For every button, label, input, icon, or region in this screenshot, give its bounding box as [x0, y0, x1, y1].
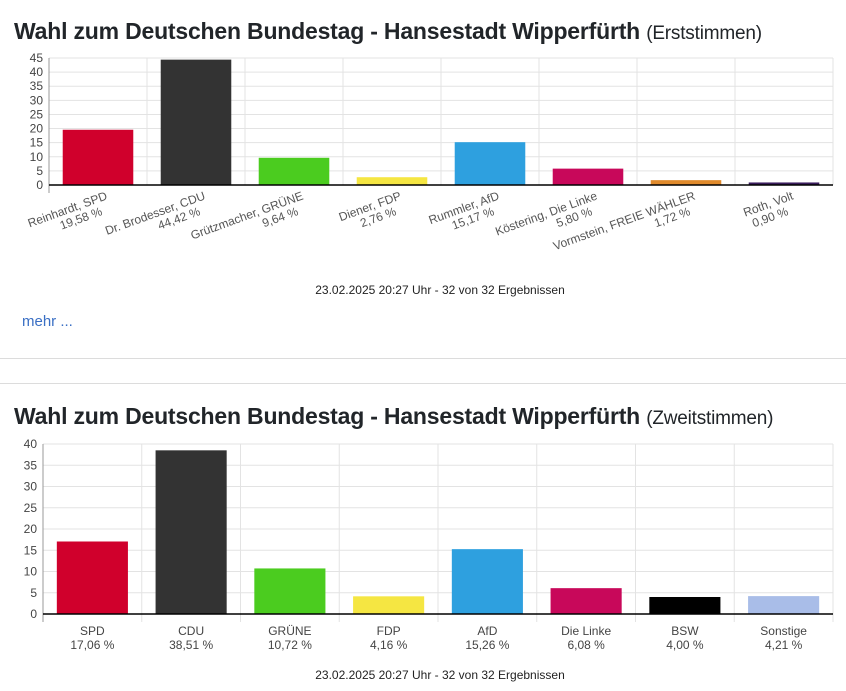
y-tick-label: 15 — [30, 136, 44, 150]
y-tick-label: 20 — [30, 122, 44, 136]
y-tick-label: 5 — [30, 586, 37, 600]
x-tick-label: BSW — [671, 624, 699, 638]
x-tick-label: Sonstige — [760, 624, 807, 638]
x-tick-label: FDP — [377, 624, 401, 638]
y-tick-label: 35 — [30, 79, 44, 93]
more-link[interactable]: mehr ... — [22, 313, 73, 330]
x-tick-label: CDU — [178, 624, 204, 638]
y-tick-label: 40 — [24, 437, 38, 451]
y-tick-label: 25 — [30, 107, 44, 121]
value-label: 4,00 % — [666, 638, 704, 652]
value-label: 4,16 % — [370, 638, 408, 652]
y-tick-label: 0 — [36, 178, 43, 192]
bar-3 — [254, 568, 326, 614]
value-label: 15,26 % — [465, 638, 509, 652]
bar-8 — [748, 182, 820, 185]
y-tick-label: 0 — [30, 607, 37, 621]
bar-5 — [454, 142, 526, 185]
bar-7 — [650, 180, 722, 185]
bar-6 — [550, 588, 622, 614]
bar-1 — [62, 129, 134, 185]
value-label: 38,51 % — [169, 638, 213, 652]
value-label: 6,08 % — [567, 638, 605, 652]
bar-6 — [552, 168, 624, 185]
bar-5 — [451, 549, 523, 614]
y-tick-label: 5 — [36, 164, 43, 178]
y-tick-label: 10 — [24, 565, 38, 579]
y-tick-label: 40 — [30, 65, 44, 79]
bar-3 — [258, 157, 330, 185]
y-tick-label: 35 — [24, 458, 38, 472]
y-tick-label: 30 — [24, 480, 38, 494]
divider — [0, 383, 846, 384]
chart1-title: Wahl zum Deutschen Bundestag - Hansestad… — [14, 18, 762, 44]
value-label: 17,06 % — [70, 638, 114, 652]
y-tick-label: 20 — [24, 522, 38, 536]
bar-2 — [160, 59, 232, 186]
x-tick-label: Die Linke — [561, 624, 611, 638]
x-tick-label: GRÜNE — [268, 624, 311, 638]
chart1-footer: 23.02.2025 20:27 Uhr - 32 von 32 Ergebni… — [315, 283, 565, 297]
bar-8 — [748, 596, 820, 614]
value-label: 10,72 % — [268, 638, 312, 652]
y-tick-label: 45 — [30, 51, 44, 65]
y-tick-label: 10 — [30, 150, 44, 164]
bar-4 — [356, 177, 428, 185]
bar-4 — [353, 596, 425, 614]
chart2-title: Wahl zum Deutschen Bundestag - Hansestad… — [14, 403, 774, 429]
x-tick-label: SPD — [80, 624, 105, 638]
y-tick-label: 15 — [24, 543, 38, 557]
value-label: 4,21 % — [765, 638, 803, 652]
bar-7 — [649, 597, 721, 614]
bar-1 — [56, 541, 128, 614]
y-tick-label: 30 — [30, 93, 44, 107]
chart2-footer: 23.02.2025 20:27 Uhr - 32 von 32 Ergebni… — [315, 668, 565, 682]
divider — [0, 358, 846, 359]
y-tick-label: 25 — [24, 501, 38, 515]
x-tick-label: AfD — [477, 624, 497, 638]
bar-2 — [155, 450, 227, 614]
